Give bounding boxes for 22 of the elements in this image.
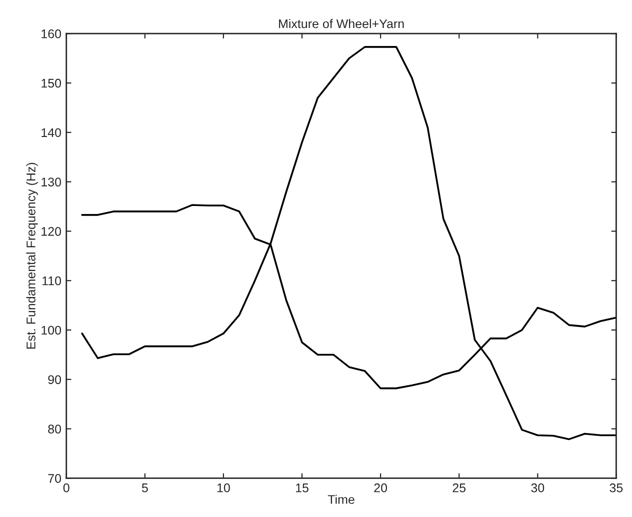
- x-tick-label: 25: [452, 483, 466, 492]
- y-tick-label: 160: [42, 29, 62, 38]
- x-tick-label: 30: [531, 483, 544, 492]
- line-series: [81, 46, 616, 440]
- x-tick-label: 20: [374, 483, 388, 492]
- y-tick-label: 110: [42, 276, 62, 286]
- y-tick-label: 100: [42, 326, 62, 335]
- x-tick-label: 5: [142, 484, 148, 492]
- y-tick-label: 90: [48, 375, 62, 384]
- chart-title: Mixture of Wheel+Yarn: [279, 18, 404, 28]
- y-tick-label: 150: [42, 78, 62, 88]
- x-tick-label: 35: [610, 483, 623, 492]
- y-tick-label: 130: [42, 178, 62, 186]
- x-tick-label: 15: [296, 484, 308, 492]
- y-tick-label: 70: [48, 474, 62, 483]
- y-tick-label: 140: [42, 128, 62, 138]
- x-tick-label: 0: [63, 483, 70, 492]
- y-axis-title: Est. Fundamental Frequency (Hz): [26, 162, 38, 349]
- x-axis-title: Time: [328, 494, 354, 504]
- x-tick-label: 10: [217, 483, 230, 492]
- y-tick-label: 120: [42, 227, 62, 236]
- y-tick-label: 80: [48, 424, 62, 434]
